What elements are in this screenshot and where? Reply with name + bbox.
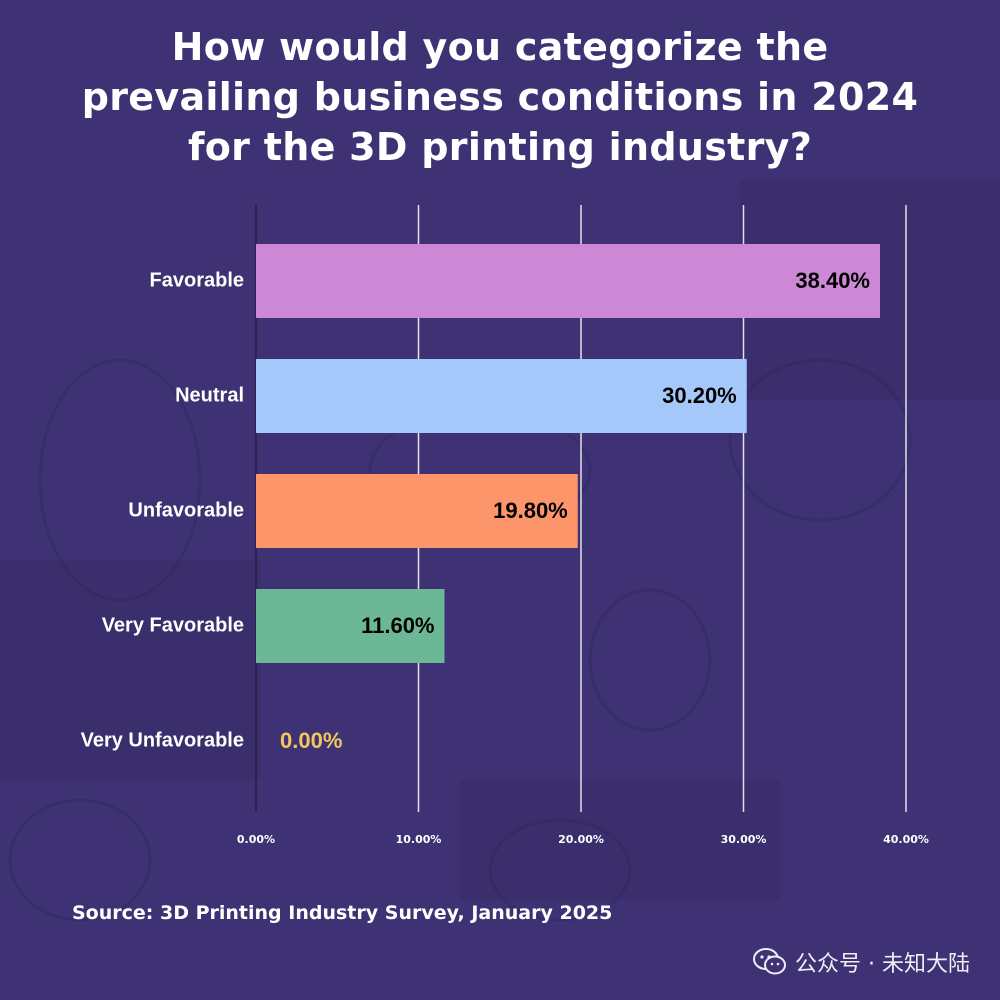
source-note: Source: 3D Printing Industry Survey, Jan… [72,902,613,924]
wechat-icon [753,948,787,975]
category-label: Very Favorable [102,614,244,636]
data-label: 11.60% [361,613,434,638]
x-tick-label: 30.00% [721,833,767,846]
x-tick-label: 10.00% [396,833,442,846]
x-tick-label: 0.00% [237,833,275,846]
watermark: 公众号 · 未知大陆 [753,946,970,978]
bars [256,244,880,663]
category-label: Favorable [150,269,244,291]
category-label: Neutral [175,384,244,406]
data-label: 0.00% [280,728,342,753]
category-label: Unfavorable [128,499,244,521]
x-tick-label: 20.00% [558,833,604,846]
title-line-2: prevailing business conditions in 2024 [81,75,919,119]
title-line-1: How would you categorize the [171,25,829,69]
labels: 0.00% 10.00% 20.00% 30.00% 40.00% Favorable 38… [81,268,929,846]
data-label: 19.80% [493,498,568,523]
bar [256,474,578,548]
category-label: Very Unfavorable [81,729,244,751]
data-label: 38.40% [795,268,870,293]
bar [256,589,445,663]
x-tick-label: 40.00% [883,833,929,846]
bar [256,244,880,318]
watermark-text: 公众号 · 未知大陆 [795,952,970,977]
title-line-3: for the 3D printing industry? [187,125,813,169]
bar [256,359,747,433]
chart-title: How would you categorize the prevailing … [0,22,1000,172]
data-label: 30.20% [662,383,737,408]
